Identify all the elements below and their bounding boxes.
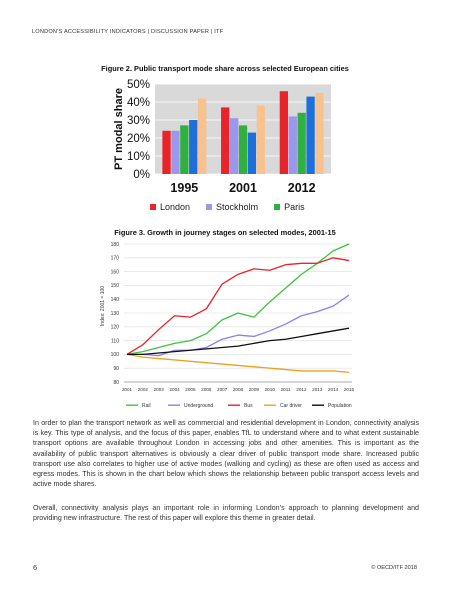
series-line	[126, 353, 350, 373]
x-tick-label: 2012	[288, 181, 316, 195]
legend-label: London	[160, 202, 191, 212]
x-tick-label: 1995	[170, 181, 198, 195]
bar	[279, 91, 289, 174]
bar	[315, 93, 324, 174]
y-tick-label: 10%	[127, 151, 150, 163]
running-header: LONDON’S ACCESSIBILITY INDICATORS | DISC…	[32, 29, 224, 35]
bar	[238, 125, 248, 174]
series-line	[127, 327, 350, 356]
y-tick-label: 180	[111, 242, 120, 248]
legend-item: Stockholm	[206, 202, 258, 212]
y-tick-label: 40%	[127, 97, 150, 109]
y-tick-label: 170	[111, 256, 120, 262]
legend-label: Stockholm	[216, 202, 259, 212]
y-tick-label: 90	[113, 366, 119, 372]
line-chart: 80 90 100 110 120 130 140 150 160 170 180 Index: 20…	[100, 242, 355, 409]
y-tick-label: 50%	[127, 79, 150, 91]
bar	[229, 118, 239, 174]
y-tick-label: 120	[111, 325, 120, 331]
x-tick-label: 2002	[138, 387, 149, 392]
body-paragraph-1: In order to plan the transport network a…	[33, 419, 419, 489]
legend-label: Underground	[184, 403, 213, 409]
figure3-caption: Figure 3. Growth in journey stages on se…	[114, 228, 336, 237]
x-tick-label: 2001	[122, 387, 133, 392]
legend-label: Population	[328, 403, 352, 409]
x-tick-label: 2006	[201, 387, 212, 392]
bar	[256, 105, 265, 174]
x-tick-label: 2014	[328, 387, 339, 392]
y-tick-label: 0%	[133, 169, 150, 181]
bar	[180, 125, 189, 174]
x-tick-label: 2001	[229, 181, 257, 195]
x-tick-label: 2004	[169, 387, 180, 392]
legend-item: Paris	[274, 202, 305, 212]
y-axis-label: PT modal share	[113, 88, 125, 170]
x-tick-label: 2009	[249, 387, 260, 392]
copyright: © OECD/ITF 2018	[371, 565, 417, 571]
bar	[189, 120, 198, 174]
series-line	[126, 243, 350, 356]
y-tick-label: 100	[111, 352, 120, 358]
legend-label: Rail	[142, 403, 151, 409]
x-tick-label: 2008	[233, 387, 244, 392]
x-tick-label: 2003	[154, 387, 165, 392]
y-tick-label: 140	[111, 297, 120, 303]
x-tick-label: 2005	[185, 387, 196, 392]
x-tick-label: 2012	[296, 387, 307, 392]
y-tick-label: 80	[113, 380, 119, 386]
legend-label: Paris	[284, 202, 305, 212]
legend-swatch	[206, 204, 213, 210]
page-number: 6	[33, 563, 38, 572]
bar-chart: 0% 10% 20% 30% 40% 50%PT modal share 1995 2001 2…	[113, 79, 331, 195]
x-tick-label: 2011	[281, 387, 291, 392]
series-line	[126, 257, 350, 355]
legend-swatch	[274, 204, 281, 210]
y-tick-label: 20%	[127, 133, 150, 145]
bar	[247, 132, 257, 174]
y-axis-label: Index: 2001 = 100	[100, 286, 106, 326]
y-tick-label: 130	[111, 311, 120, 317]
x-tick-label: 2007	[217, 387, 228, 392]
x-tick-label: 2015	[344, 387, 355, 392]
legend-swatch	[150, 204, 156, 210]
bar	[306, 96, 315, 174]
legend-label: Bus	[244, 403, 253, 409]
x-tick-label: 2010	[265, 387, 276, 392]
y-tick-label: 110	[111, 338, 119, 344]
body-paragraph-2: Overall, connectivity analysis plays an …	[33, 504, 419, 523]
legend-item: London	[150, 202, 190, 212]
bar	[197, 98, 207, 174]
bar-chart-legend: London Stockholm Paris	[150, 202, 305, 212]
y-tick-label: 160	[111, 269, 120, 275]
x-tick-label: 2013	[312, 387, 323, 392]
bar	[162, 130, 171, 174]
figure2-caption: Figure 2. Public transport mode share ac…	[101, 64, 349, 73]
bar	[297, 112, 306, 174]
y-tick-label: 150	[111, 283, 120, 289]
y-tick-label: 30%	[127, 115, 150, 127]
bar	[221, 107, 230, 174]
bar	[171, 130, 180, 174]
bar	[288, 116, 297, 174]
legend-label: Car driver	[280, 403, 302, 409]
series-line	[127, 294, 350, 357]
